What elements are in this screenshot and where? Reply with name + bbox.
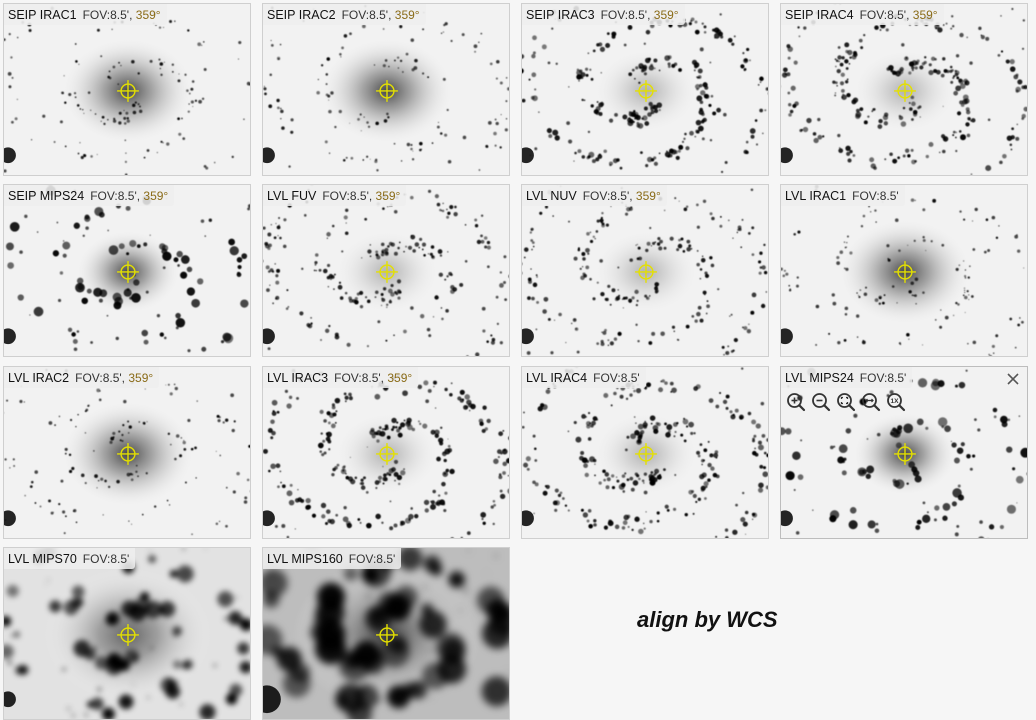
tile-label: LVL FUV FOV:8.5', 359° [263,185,406,206]
image-tile[interactable]: LVL MIPS24 FOV:8.5' 1X [780,366,1028,539]
fov-value: FOV:8.5' [860,8,907,22]
image-tile[interactable]: LVL NUV FOV:8.5', 359° [521,184,769,357]
rotation-value: 359° [913,8,938,22]
image-name: LVL MIPS70 [8,552,77,566]
fov-value: FOV:8.5' [860,371,907,385]
separator: , [369,189,376,203]
fov-value: FOV:8.5' [75,371,122,385]
separator: , [629,189,636,203]
image-name: LVL IRAC2 [8,371,69,385]
galaxy-image[interactable] [522,4,768,175]
svg-text:1X: 1X [891,398,900,405]
image-name: LVL MIPS24 [785,371,854,385]
galaxy-image[interactable] [522,185,768,356]
tile-label: LVL IRAC4 FOV:8.5' [522,367,646,388]
image-tile[interactable]: LVL IRAC4 FOV:8.5' [521,366,769,539]
rotation-value: 359° [143,189,168,203]
rotation-value: 359° [395,8,420,22]
image-name: LVL FUV [267,189,316,203]
zoom-fit-icon[interactable] [835,391,857,413]
image-tile[interactable]: LVL IRAC1 FOV:8.5' [780,184,1028,357]
image-name: SEIP MIPS24 [8,189,84,203]
tile-label: SEIP IRAC3 FOV:8.5', 359° [522,4,685,25]
fov-value: FOV:8.5' [583,189,630,203]
galaxy-image[interactable] [263,548,509,719]
align-mode-label[interactable]: align by WCS [637,607,778,633]
galaxy-image[interactable] [263,4,509,175]
rotation-value: 359° [136,8,161,22]
tile-label: SEIP IRAC2 FOV:8.5', 359° [263,4,426,25]
rotation-value: 359° [636,189,661,203]
rotation-value: 359° [654,8,679,22]
fov-value: FOV:8.5' [342,8,389,22]
image-tile[interactable]: LVL FUV FOV:8.5', 359° [262,184,510,357]
image-name: SEIP IRAC4 [785,8,854,22]
rotation-value: 359° [376,189,401,203]
fov-value: FOV:8.5' [83,8,130,22]
galaxy-image[interactable] [263,185,509,356]
image-tile[interactable]: SEIP IRAC2 FOV:8.5', 359° [262,3,510,176]
image-name: LVL IRAC1 [785,189,846,203]
tile-label: LVL MIPS160 FOV:8.5' [263,548,401,569]
rotation-value: 359° [387,371,412,385]
rotation-value: 359° [128,371,153,385]
image-name: SEIP IRAC2 [267,8,336,22]
galaxy-image[interactable] [781,185,1027,356]
image-tile[interactable]: SEIP IRAC3 FOV:8.5', 359° [521,3,769,176]
fov-value: FOV:8.5' [90,189,137,203]
fov-value: FOV:8.5' [83,552,130,566]
zoom-1x-icon[interactable]: 1X [885,391,907,413]
close-icon[interactable] [1005,371,1021,387]
tile-label: LVL MIPS70 FOV:8.5' [4,548,135,569]
galaxy-image[interactable] [263,367,509,538]
tile-label: LVL IRAC1 FOV:8.5' [781,185,905,206]
tile-label: SEIP IRAC4 FOV:8.5', 359° [781,4,944,25]
zoom-out-icon[interactable] [810,391,832,413]
separator: , [647,8,654,22]
image-tile[interactable]: LVL MIPS160 FOV:8.5' [262,547,510,720]
galaxy-image[interactable] [4,185,250,356]
separator: , [129,8,136,22]
galaxy-image[interactable] [522,367,768,538]
separator: , [906,8,913,22]
fov-value: FOV:8.5' [322,189,369,203]
image-name: LVL NUV [526,189,577,203]
tile-label: LVL MIPS24 FOV:8.5' [781,367,912,388]
zoom-in-icon[interactable] [785,391,807,413]
image-name: LVL IRAC3 [267,371,328,385]
fov-value: FOV:8.5' [593,371,640,385]
fov-value: FOV:8.5' [852,189,899,203]
galaxy-image[interactable] [4,367,250,538]
image-tile[interactable]: SEIP IRAC4 FOV:8.5', 359° [780,3,1028,176]
image-name: SEIP IRAC1 [8,8,77,22]
separator: , [388,8,395,22]
image-name: LVL IRAC4 [526,371,587,385]
tile-label: SEIP IRAC1 FOV:8.5', 359° [4,4,167,25]
image-name: SEIP IRAC3 [526,8,595,22]
image-name: LVL MIPS160 [267,552,343,566]
galaxy-image[interactable] [4,548,250,719]
image-tile[interactable]: SEIP IRAC1 FOV:8.5', 359° [3,3,251,176]
zoom-fill-icon[interactable] [860,391,882,413]
fov-value: FOV:8.5' [334,371,381,385]
fov-value: FOV:8.5' [349,552,396,566]
image-tile[interactable]: LVL MIPS70 FOV:8.5' [3,547,251,720]
tile-label: LVL NUV FOV:8.5', 359° [522,185,667,206]
galaxy-image[interactable] [781,4,1027,175]
galaxy-image[interactable] [4,4,250,175]
fov-value: FOV:8.5' [601,8,648,22]
zoom-toolbar: 1X [785,391,907,413]
